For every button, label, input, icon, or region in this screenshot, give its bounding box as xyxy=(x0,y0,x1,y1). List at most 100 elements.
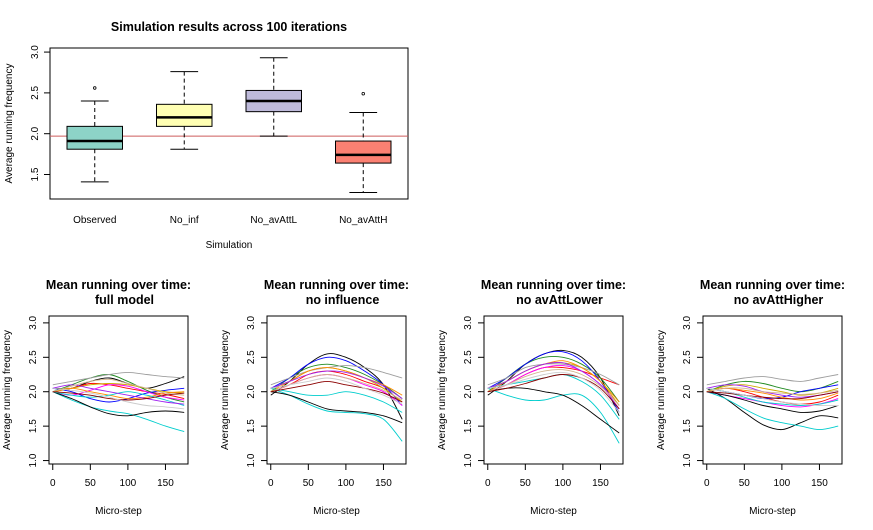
plot-frame xyxy=(49,47,409,200)
x-tick-label: 50 xyxy=(520,478,532,489)
outlier-point xyxy=(361,92,365,96)
y-tick-label: 2.0 xyxy=(246,384,257,398)
x-category-label: No_avAttH xyxy=(339,215,387,226)
series-line xyxy=(487,371,620,413)
y-tick-label: 2.0 xyxy=(28,384,39,398)
series-group xyxy=(487,349,620,444)
series-line xyxy=(270,370,403,399)
series-line xyxy=(270,365,403,386)
series-line xyxy=(706,387,839,395)
series-line xyxy=(52,387,185,410)
y-tick-label: 2.5 xyxy=(28,350,39,364)
y-tick-label: 2.5 xyxy=(246,350,257,364)
x-category-label: Observed xyxy=(73,215,116,226)
outlier-point xyxy=(93,86,97,90)
x-tick-label: 0 xyxy=(50,478,56,489)
series-line xyxy=(52,391,185,417)
series-line xyxy=(487,363,620,386)
series-line xyxy=(52,391,185,433)
plot-frame xyxy=(483,315,624,465)
y-tick-label: 1.0 xyxy=(463,453,474,467)
series-line xyxy=(270,391,403,424)
chart-title-line: Mean running over time: xyxy=(700,278,845,292)
y-tick-label: 1.0 xyxy=(28,453,39,467)
series-line xyxy=(706,391,839,431)
y-tick-label: 3.0 xyxy=(30,45,41,59)
x-tick-label: 0 xyxy=(268,478,274,489)
series-group xyxy=(706,374,839,431)
x-category-label: No_inf xyxy=(170,215,199,226)
series-line xyxy=(52,384,185,405)
x-axis-label: Simulation xyxy=(206,240,253,251)
series-line xyxy=(706,387,839,431)
series-group xyxy=(52,371,185,433)
plot-frame xyxy=(48,315,189,465)
box xyxy=(335,140,392,164)
x-tick-label: 100 xyxy=(774,478,791,489)
series-line xyxy=(52,387,185,400)
series-line xyxy=(706,387,839,407)
series-line xyxy=(52,378,185,396)
x-axis-label: Micro-step xyxy=(530,506,577,517)
chart-title-line: Mean running over time: xyxy=(481,278,626,292)
x-tick-label: 150 xyxy=(375,478,392,489)
series-line xyxy=(52,376,185,390)
series-line xyxy=(270,353,403,420)
chart-subtitle-line: no avAttHigher xyxy=(734,293,824,307)
series-line xyxy=(487,374,620,410)
chart-title-line: Mean running over time: xyxy=(264,278,409,292)
series-line xyxy=(487,350,620,413)
series-line xyxy=(52,387,185,403)
box-group xyxy=(335,92,392,193)
y-tick-label: 1.5 xyxy=(463,419,474,433)
y-tick-label: 1.5 xyxy=(28,419,39,433)
y-tick-label: 1.5 xyxy=(30,167,41,181)
x-tick-label: 100 xyxy=(555,478,572,489)
series-line xyxy=(706,391,839,400)
y-tick-label: 2.5 xyxy=(463,350,474,364)
boxplot-chart: Simulation results across 100 iterations… xyxy=(4,20,409,251)
chart-subtitle-line: no influence xyxy=(306,293,380,307)
chart-title-line: Mean running over time: xyxy=(46,278,191,292)
y-tick-label: 2.0 xyxy=(682,384,693,398)
box-group xyxy=(156,71,213,150)
x-category-label: No_avAttL xyxy=(250,215,297,226)
plot-frame xyxy=(266,315,407,465)
plot-frame xyxy=(702,315,843,465)
series-line xyxy=(706,391,839,413)
box xyxy=(66,125,123,150)
y-tick-label: 1.0 xyxy=(246,453,257,467)
line-chart-panel: Mean running over time:no avAttLower 1.0 1… xyxy=(437,278,626,517)
series-line xyxy=(270,387,403,413)
chart-subtitle-line: no avAttLower xyxy=(516,293,603,307)
y-tick-label: 1.5 xyxy=(246,419,257,433)
y-axis-label: Average running frequency xyxy=(656,330,667,450)
y-tick-label: 2.0 xyxy=(463,384,474,398)
y-axis-label: Average running frequency xyxy=(437,330,448,450)
series-line xyxy=(487,387,620,444)
series-group xyxy=(270,353,403,442)
x-tick-label: 0 xyxy=(485,478,491,489)
series-line xyxy=(487,349,620,416)
line-chart-panel: Mean running over time:no avAttHigher 1.0… xyxy=(656,278,845,517)
series-line xyxy=(706,387,839,405)
y-tick-label: 2.0 xyxy=(30,126,41,140)
series-line xyxy=(487,361,620,410)
y-tick-label: 1.5 xyxy=(682,419,693,433)
x-tick-label: 50 xyxy=(85,478,97,489)
series-line xyxy=(270,377,403,405)
y-tick-label: 1.0 xyxy=(682,453,693,467)
y-tick-label: 2.5 xyxy=(30,86,41,100)
y-tick-label: 2.5 xyxy=(682,350,693,364)
series-line xyxy=(706,387,839,406)
box-group xyxy=(245,57,302,137)
x-tick-label: 150 xyxy=(811,478,828,489)
x-tick-label: 150 xyxy=(592,478,609,489)
x-tick-label: 100 xyxy=(120,478,137,489)
y-tick-label: 3.0 xyxy=(28,315,39,329)
x-tick-label: 0 xyxy=(704,478,710,489)
line-chart-panel: Mean running over time:no influence 1.0 1.… xyxy=(220,278,409,517)
x-axis-label: Micro-step xyxy=(95,506,142,517)
series-line xyxy=(706,374,839,386)
